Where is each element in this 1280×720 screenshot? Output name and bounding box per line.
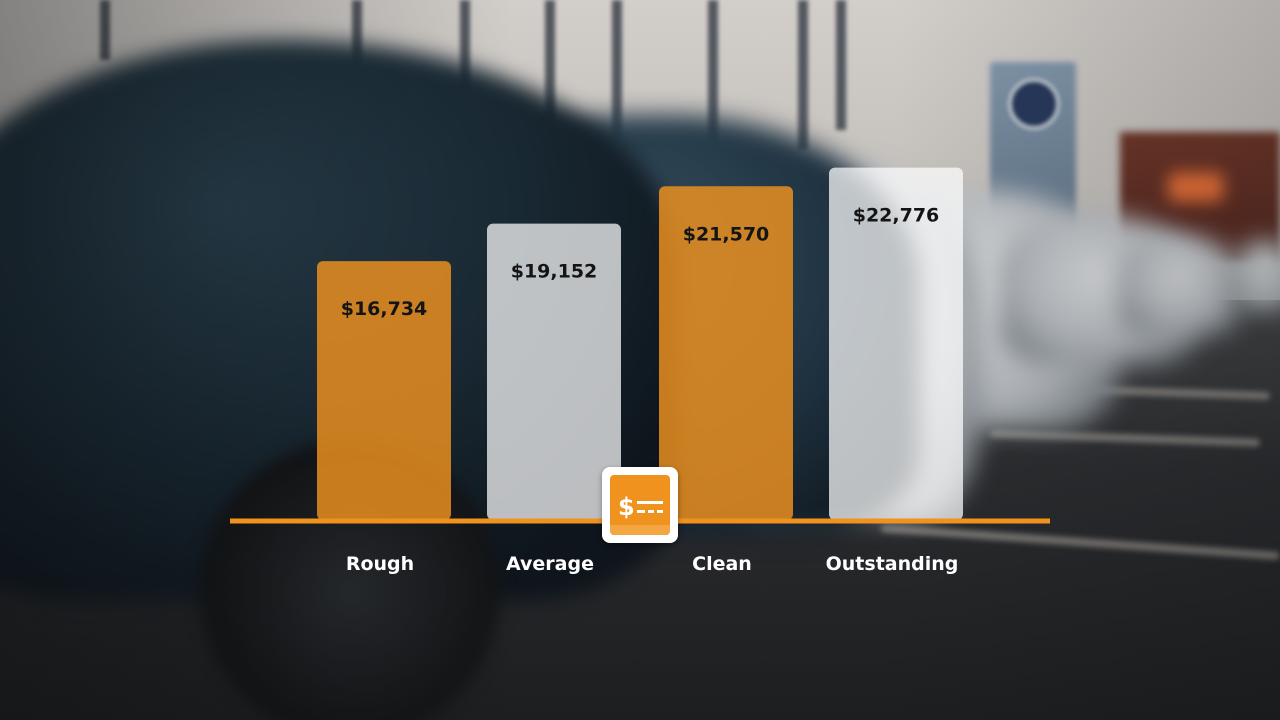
- dollar-price-tag-icon: $: [610, 493, 670, 535]
- price-badge: $: [602, 467, 678, 543]
- bar-average: [487, 223, 621, 520]
- value-label-clean: $21,570: [683, 223, 770, 245]
- value-label-outstanding: $22,776: [853, 205, 940, 227]
- svg-text:$: $: [618, 493, 635, 521]
- bar-outstanding: [829, 167, 963, 520]
- value-label-rough: $16,734: [341, 298, 428, 320]
- bar-rough: [317, 261, 451, 520]
- bar-clean: [659, 186, 793, 521]
- category-label-outstanding: Outstanding: [826, 553, 959, 575]
- category-label-average: Average: [506, 553, 594, 575]
- category-label-clean: Clean: [692, 553, 752, 575]
- category-label-rough: Rough: [346, 553, 414, 575]
- value-label-average: $19,152: [511, 261, 598, 283]
